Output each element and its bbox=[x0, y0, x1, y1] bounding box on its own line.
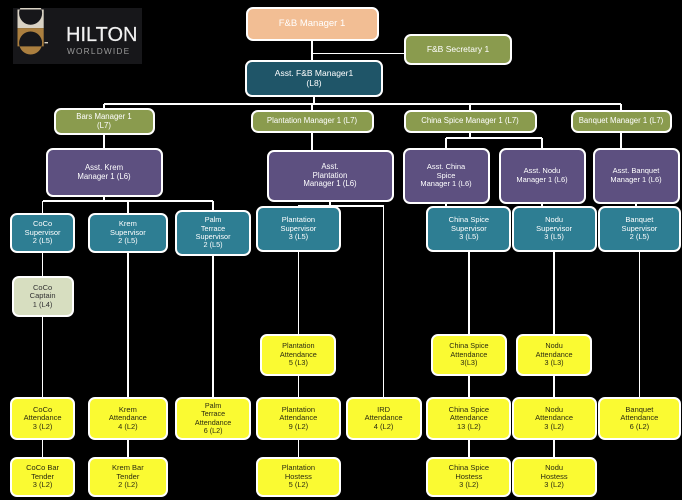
svg-text:HILTON: HILTON bbox=[66, 24, 138, 46]
svg-text:WORLDWIDE: WORLDWIDE bbox=[67, 46, 130, 56]
